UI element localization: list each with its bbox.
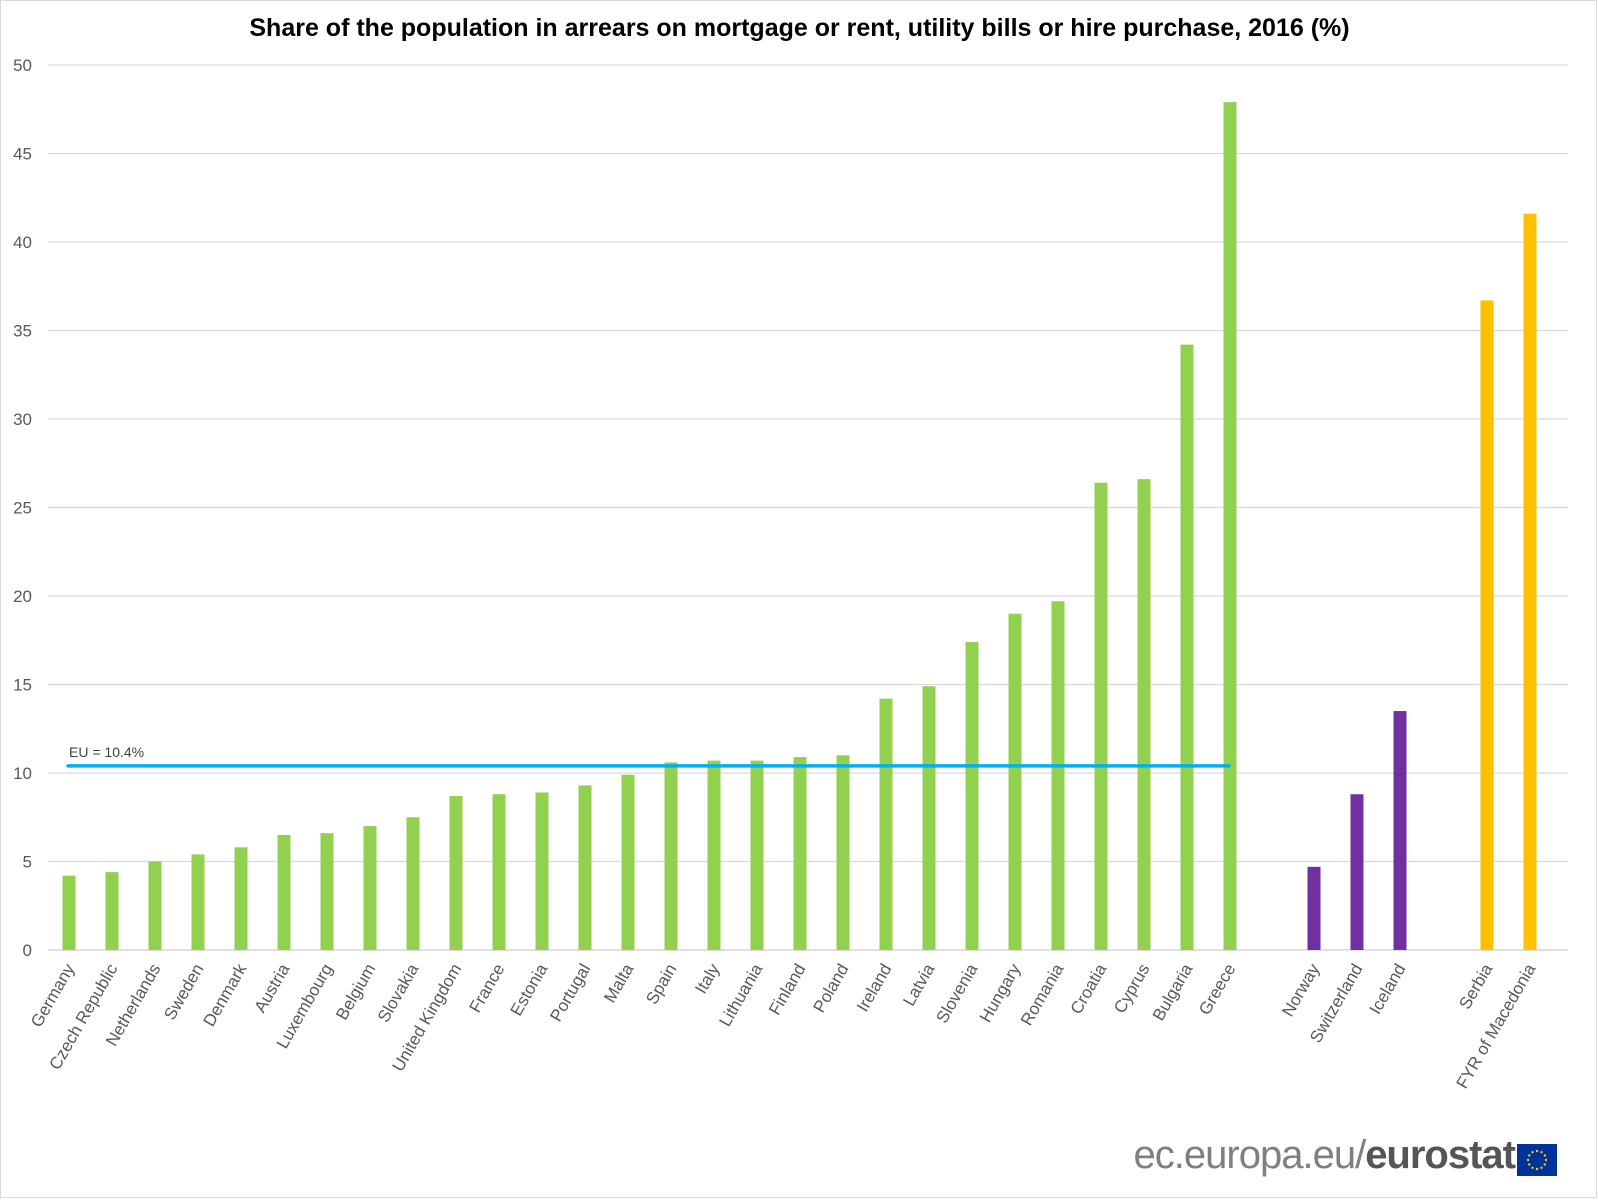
x-tick-label: Greece xyxy=(1195,961,1239,1019)
bar-ireland xyxy=(879,698,893,950)
x-tick-label: FYR of Macedonia xyxy=(1453,960,1540,1092)
bar-finland xyxy=(793,757,807,950)
x-tick-label: Slovakia xyxy=(374,960,423,1026)
x-tick-label: Italy xyxy=(691,960,723,997)
x-tick-label: Portugal xyxy=(546,961,594,1025)
bars xyxy=(62,102,1537,951)
x-tick-label: Denmark xyxy=(200,960,251,1030)
bar-czech-republic xyxy=(105,872,119,950)
bar-germany xyxy=(62,875,76,950)
bar-estonia xyxy=(535,792,549,950)
bar-croatia xyxy=(1094,482,1108,950)
x-tick-label: Norway xyxy=(1278,960,1324,1020)
bar-portugal xyxy=(578,785,592,950)
logo-prefix: ec.europa.eu/ xyxy=(1133,1133,1367,1177)
bar-united-kingdom xyxy=(449,796,463,950)
bar-luxembourg xyxy=(320,833,334,950)
flag-star xyxy=(1540,1151,1543,1154)
bar-sweden xyxy=(191,854,205,950)
bar-cyprus xyxy=(1137,479,1151,950)
bar-slovenia xyxy=(965,642,979,950)
bar-denmark xyxy=(234,847,248,950)
flag-star xyxy=(1528,1154,1531,1157)
bar-netherlands xyxy=(148,861,162,950)
x-tick-label: Belgium xyxy=(332,961,379,1024)
flag-star xyxy=(1540,1166,1543,1169)
bar-hungary xyxy=(1008,613,1022,950)
y-tick-label: 25 xyxy=(13,499,32,518)
x-tick-label: Sweden xyxy=(160,961,207,1024)
bar-latvia xyxy=(922,686,936,950)
y-tick-label: 50 xyxy=(13,56,32,75)
x-tick-label: Iceland xyxy=(1366,961,1410,1018)
x-tick-label: Spain xyxy=(642,961,680,1008)
bar-belgium xyxy=(363,826,377,950)
bar-france xyxy=(492,794,506,950)
flag-star xyxy=(1543,1163,1546,1166)
bar-poland xyxy=(836,755,850,950)
bar-iceland xyxy=(1393,711,1407,950)
eurostat-logo[interactable]: ec.europa.eu/eurostat xyxy=(1133,1133,1516,1178)
y-tick-label: 40 xyxy=(13,233,32,252)
x-tick-label: Ireland xyxy=(853,961,895,1016)
reference-line-group: EU = 10.4% xyxy=(66,744,1231,768)
flag-star xyxy=(1528,1163,1531,1166)
bar-switzerland xyxy=(1350,794,1364,950)
bar-austria xyxy=(277,834,291,950)
x-tick-label: Serbia xyxy=(1455,960,1496,1013)
x-tick-label: Romania xyxy=(1017,960,1068,1029)
x-tick-label: Poland xyxy=(810,961,853,1016)
x-tick-label: Austria xyxy=(251,960,294,1016)
y-tick-label: 0 xyxy=(23,941,32,960)
y-tick-label: 20 xyxy=(13,587,32,606)
x-tick-label: Latvia xyxy=(899,960,938,1009)
x-tick-label: Estonia xyxy=(507,960,552,1019)
bar-lithuania xyxy=(750,760,764,950)
bar-greece xyxy=(1223,102,1237,951)
eu-flag-icon xyxy=(1517,1144,1557,1176)
y-tick-label: 45 xyxy=(13,145,32,164)
flag-star xyxy=(1543,1154,1546,1157)
y-tick-label: 5 xyxy=(23,853,32,872)
gridlines xyxy=(48,64,1568,951)
x-tick-label: Slovenia xyxy=(932,960,981,1026)
flag-star xyxy=(1531,1166,1534,1169)
flag-star xyxy=(1544,1158,1548,1162)
y-axis-ticks: 0 5 10 15 20 25 30 35 40 45 50 xyxy=(13,56,32,960)
flag-star xyxy=(1526,1158,1530,1162)
flag-star xyxy=(1535,1167,1539,1171)
x-tick-label: Finland xyxy=(765,961,809,1019)
x-tick-label: Cyprus xyxy=(1110,961,1153,1017)
y-tick-label: 10 xyxy=(13,764,32,783)
y-tick-label: 30 xyxy=(13,410,32,429)
x-tick-label: France xyxy=(466,961,509,1016)
flag-star xyxy=(1531,1151,1534,1154)
bar-norway xyxy=(1307,866,1321,950)
bar-italy xyxy=(707,760,721,950)
bar-fyr-of-macedonia xyxy=(1523,213,1537,950)
chart-title: Share of the population in arrears on mo… xyxy=(249,14,1350,42)
bar-bulgaria xyxy=(1180,344,1194,950)
y-tick-label: 15 xyxy=(13,676,32,695)
bar-spain xyxy=(664,762,678,950)
bar-slovakia xyxy=(406,817,420,950)
x-tick-label: Malta xyxy=(600,960,638,1006)
x-tick-label: Lithuania xyxy=(716,960,767,1030)
flag-star xyxy=(1535,1149,1539,1153)
x-tick-label: Bulgaria xyxy=(1149,960,1197,1024)
x-tick-label: Croatia xyxy=(1067,960,1111,1017)
bar-serbia xyxy=(1480,300,1494,950)
eu-average-label: EU = 10.4% xyxy=(69,744,144,760)
logo-bold: eurostat xyxy=(1365,1133,1516,1177)
bar-romania xyxy=(1051,601,1065,950)
bar-malta xyxy=(621,774,635,950)
y-tick-label: 35 xyxy=(13,322,32,341)
x-tick-label: Hungary xyxy=(976,960,1025,1026)
